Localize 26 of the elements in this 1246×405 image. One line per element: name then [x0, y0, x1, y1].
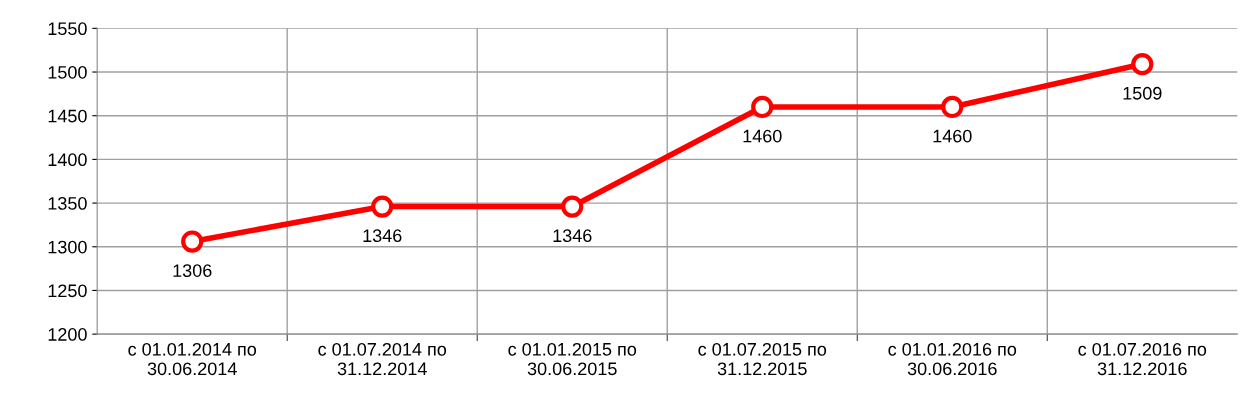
data-label: 1460: [743, 129, 782, 143]
point: [941, 95, 964, 119]
x-tick-label: с 01.07.2015 по 31.12.2015: [698, 342, 827, 376]
data-label: 1346: [363, 229, 402, 243]
point: [371, 195, 394, 218]
y-tick-label: 1450: [48, 109, 87, 123]
data-label: 1306: [173, 264, 212, 277]
y-tick-label: 1300: [48, 240, 87, 254]
x-tick-label: с 01.01.2014 по 30.06.2014: [128, 342, 257, 376]
point: [181, 230, 204, 253]
y-tick-label: 1200: [48, 328, 87, 341]
data-label: 1509: [1123, 86, 1162, 100]
y-tick-label: 1550: [48, 22, 87, 36]
x-tick-label: с 01.01.2015 по 30.06.2015: [508, 342, 637, 376]
y-tick-label: 1500: [48, 65, 87, 79]
point: [1131, 53, 1154, 76]
y-tick-label: 1350: [48, 197, 87, 210]
point: [561, 195, 584, 218]
y-tick-label: 1250: [48, 284, 87, 298]
data-label: 1460: [933, 129, 972, 143]
x-tick-label: с 01.07.2014 по 31.12.2014: [318, 342, 447, 376]
data-label: 1346: [553, 229, 592, 243]
x-tick-label: с 01.01.2016 по 30.06.2016: [888, 342, 1017, 376]
x-tick-label: с 01.07.2016 по 31.12.2016: [1078, 342, 1207, 376]
point: [751, 95, 774, 119]
y-tick-label: 1400: [48, 153, 87, 167]
